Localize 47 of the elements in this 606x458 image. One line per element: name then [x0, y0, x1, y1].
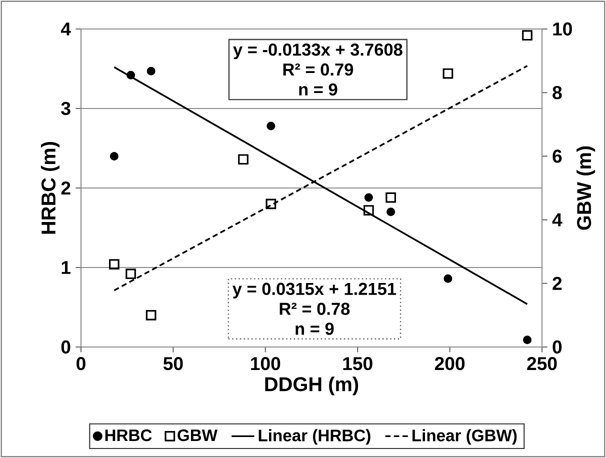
point	[444, 274, 452, 283]
y2-tick-label: 6	[552, 150, 562, 163]
annotation: R² = 0.79	[283, 63, 354, 76]
x-tick-label: 100	[251, 356, 280, 370]
annotation: y = -0.0133x + 3.7608	[233, 44, 402, 60]
point	[442, 68, 454, 79]
annotation: R² = 0.78	[280, 302, 350, 315]
point	[266, 122, 276, 130]
y2-tick-label: 2	[552, 276, 562, 290]
x-tick-label: 200	[434, 356, 465, 370]
y2-tick-label: 4	[552, 213, 562, 226]
legend-label: Linear (HRBC)	[258, 429, 370, 445]
point	[109, 259, 120, 270]
y-axis-title: HRBC (m)	[40, 142, 60, 234]
annotation: y = 0.0315x + 1.2151	[232, 282, 396, 298]
x-tick-label: 50	[163, 356, 183, 370]
legend-label: HRBC	[105, 429, 152, 442]
legend-label: Linear (GBW)	[412, 429, 517, 445]
point	[386, 208, 396, 216]
y-tick-label: 2	[61, 181, 70, 194]
annotation: n = 9	[296, 322, 334, 335]
y2-tick-label: 8	[552, 86, 562, 100]
y2-axis-title: GBW (m)	[576, 146, 596, 230]
point	[364, 193, 373, 202]
point	[266, 198, 276, 210]
x-tick-label: 0	[76, 356, 86, 370]
point	[386, 192, 396, 203]
point	[523, 336, 532, 344]
annotation: n = 9	[299, 83, 338, 96]
point	[522, 30, 532, 41]
point	[126, 70, 136, 80]
y-tick-label: 4	[60, 22, 71, 36]
point	[363, 205, 374, 216]
y-tick-label: 0	[61, 340, 70, 354]
point	[238, 154, 248, 165]
y-tick-label: 1	[62, 261, 70, 274]
x-axis-title: DDGH (m)	[265, 376, 358, 396]
y-tick-label: 3	[61, 102, 70, 116]
y2-tick-label: 0	[552, 340, 562, 354]
point	[146, 66, 156, 76]
x-tick-label: 150	[343, 356, 372, 370]
point	[146, 310, 156, 320]
y2-tick-label: 10	[553, 22, 572, 36]
point	[126, 268, 136, 280]
legend-label: GBW	[178, 429, 218, 442]
point	[110, 152, 118, 160]
x-tick-label: 250	[527, 356, 557, 370]
